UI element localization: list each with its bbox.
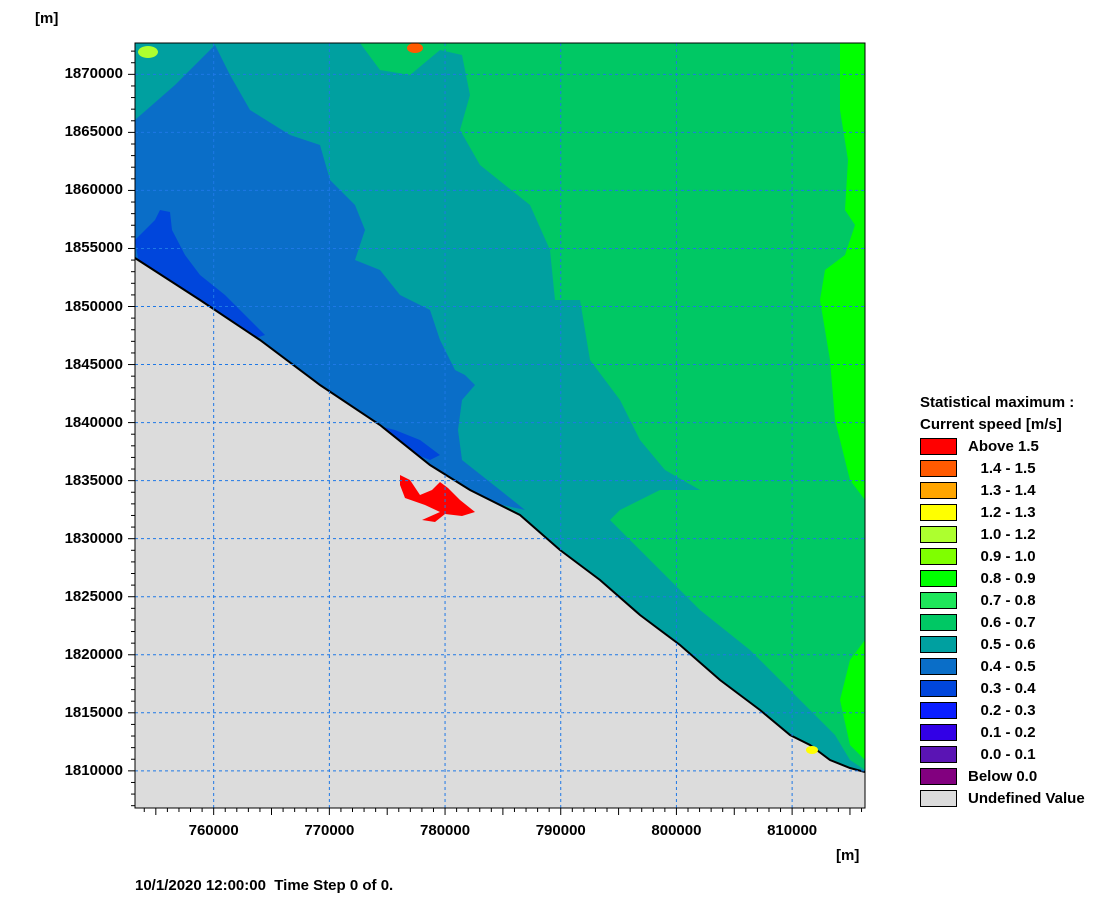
legend-swatch — [920, 636, 957, 653]
legend-item: 0.4 - 0.5 — [920, 656, 1074, 678]
legend-swatch — [920, 614, 957, 631]
red-high-speed-area — [400, 475, 475, 522]
x-tick-label: 760000 — [188, 822, 239, 839]
legend-label: 1.2 - 1.3 — [968, 504, 1036, 521]
legend-title-line2: Current speed [m/s] — [920, 416, 1062, 433]
x-tick-label: 790000 — [535, 822, 586, 839]
plot-frame — [134, 42, 866, 809]
legend-swatch — [920, 746, 957, 763]
y-tick-label: 1855000 — [64, 239, 123, 257]
legend-swatch — [920, 658, 957, 675]
legend-item: 0.2 - 0.3 — [920, 700, 1074, 722]
legend-label: 0.2 - 0.3 — [968, 702, 1036, 719]
legend-swatch — [920, 460, 957, 477]
band-0.3-0.4 — [135, 210, 265, 340]
x-tick-label: 780000 — [420, 822, 471, 839]
y-tick-label: 1815000 — [64, 703, 123, 721]
legend-label: 0.1 - 0.2 — [968, 724, 1036, 741]
legend-label: 0.9 - 1.0 — [968, 548, 1036, 565]
legend-swatch — [920, 570, 957, 587]
legend-swatch — [920, 768, 957, 785]
legend-label: 1.0 - 1.2 — [968, 526, 1036, 543]
y-axis-minor-ticks — [128, 50, 135, 807]
legend-label: 0.8 - 0.9 — [968, 570, 1036, 587]
x-tick-label: 770000 — [304, 822, 355, 839]
legend-item: 0.9 - 1.0 — [920, 546, 1074, 568]
legend-item: 0.1 - 0.2 — [920, 722, 1074, 744]
legend-swatch — [920, 438, 957, 455]
legend-item: 0.6 - 0.7 — [920, 612, 1074, 634]
high-speed-spot-se — [806, 746, 818, 754]
legend-label: 0.7 - 0.8 — [968, 592, 1036, 609]
legend-item: Undefined Value — [920, 788, 1085, 810]
y-tick-label: 1850000 — [64, 297, 123, 315]
legend: Statistical maximum : Current speed [m/s… — [920, 392, 1085, 810]
legend-swatch — [920, 504, 957, 521]
legend-item: 0.7 - 0.8 — [920, 590, 1074, 612]
coastline — [135, 257, 865, 773]
high-speed-spot-north — [407, 43, 423, 53]
legend-item: 0.5 - 0.6 — [920, 634, 1074, 656]
legend-label: 1.3 - 1.4 — [968, 482, 1036, 499]
y-tick-label: 1810000 — [64, 761, 123, 779]
legend-label: 1.4 - 1.5 — [968, 460, 1036, 477]
legend-label: Below 0.0 — [968, 768, 1038, 785]
legend-swatch — [920, 548, 957, 565]
legend-item: Above 1.5 — [920, 436, 1074, 458]
legend-items: Above 1.5 1.4 - 1.5 1.3 - 1.4 1.2 - 1.3 … — [920, 436, 1085, 810]
land-undefined — [135, 258, 865, 808]
legend-item: 1.3 - 1.4 — [920, 480, 1074, 502]
legend-item: 1.2 - 1.3 — [920, 502, 1074, 524]
legend-item: 0.0 - 0.1 — [920, 744, 1074, 766]
legend-label: Undefined Value — [968, 790, 1085, 807]
y-tick-label: 1845000 — [64, 355, 123, 373]
y-tick-label: 1820000 — [64, 645, 123, 663]
legend-swatch — [920, 702, 957, 719]
x-axis-unit: [m] — [836, 847, 860, 864]
y-tick-label: 1870000 — [64, 65, 123, 83]
legend-title-line1: Statistical maximum : — [920, 394, 1075, 411]
legend-item: 0.8 - 0.9 — [920, 568, 1074, 590]
y-tick-label: 1840000 — [64, 413, 123, 431]
grid-lines — [135, 43, 865, 808]
band-0.4-0.5 — [135, 45, 525, 510]
legend-item: 0.3 - 0.4 — [920, 678, 1074, 700]
y-tick-label: 1835000 — [64, 471, 123, 489]
y-tick-label: 1830000 — [64, 529, 123, 547]
high-speed-spot-nw — [138, 46, 158, 58]
legend-swatch — [920, 592, 957, 609]
x-tick-label: 800000 — [651, 822, 702, 839]
legend-label: 0.0 - 0.1 — [968, 746, 1036, 763]
legend-label: 0.4 - 0.5 — [968, 658, 1036, 675]
legend-swatch — [920, 482, 957, 499]
legend-item: Below 0.0 — [920, 766, 1074, 788]
legend-swatch — [920, 724, 957, 741]
legend-item: 1.0 - 1.2 — [920, 524, 1074, 546]
legend-swatch — [920, 526, 957, 543]
legend-label: 0.6 - 0.7 — [968, 614, 1036, 631]
y-tick-label: 1825000 — [64, 587, 123, 605]
legend-item: 1.4 - 1.5 — [920, 458, 1074, 480]
x-axis-minor-ticks — [143, 808, 863, 815]
band-0.8-0.9-south — [840, 640, 865, 760]
legend-label: 0.5 - 0.6 — [968, 636, 1036, 653]
legend-label: 0.3 - 0.4 — [968, 680, 1036, 697]
legend-swatch — [920, 680, 957, 697]
x-tick-label: 810000 — [767, 822, 818, 839]
current-speed-field — [135, 43, 865, 808]
band-0.8-0.9 — [820, 43, 865, 500]
y-tick-label: 1865000 — [64, 123, 123, 141]
timestep-footer: 10/1/2020 12:00:00 Time Step 0 of 0. — [135, 877, 394, 894]
y-axis-unit: [m] — [35, 10, 59, 27]
legend-label: Above 1.5 — [968, 438, 1039, 455]
y-tick-label: 1860000 — [64, 181, 123, 199]
legend-swatch — [920, 790, 957, 807]
